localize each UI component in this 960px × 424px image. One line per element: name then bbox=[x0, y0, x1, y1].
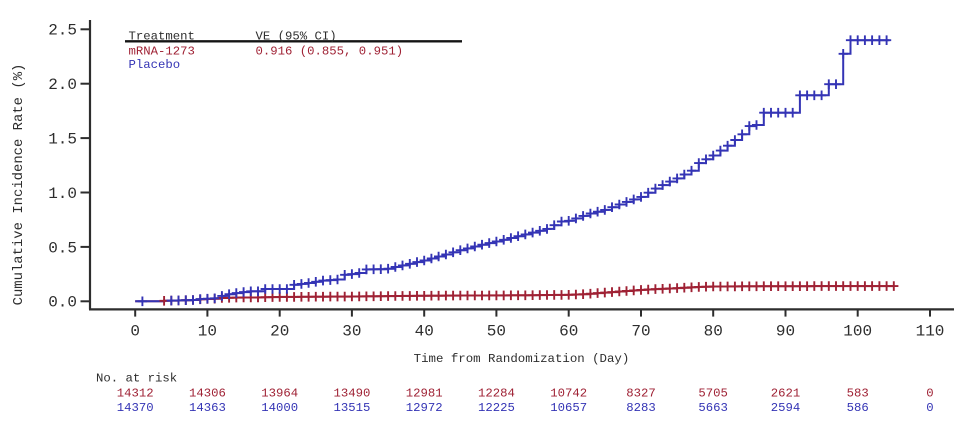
svg-text:2.5: 2.5 bbox=[48, 22, 77, 40]
svg-text:0.916 (0.855, 0.951): 0.916 (0.855, 0.951) bbox=[256, 44, 404, 58]
svg-text:1.0: 1.0 bbox=[48, 185, 77, 203]
svg-text:586: 586 bbox=[847, 401, 869, 415]
svg-text:12225: 12225 bbox=[478, 401, 515, 415]
svg-text:110: 110 bbox=[916, 322, 945, 340]
svg-text:40: 40 bbox=[415, 322, 434, 340]
svg-text:10657: 10657 bbox=[550, 401, 587, 415]
svg-text:8283: 8283 bbox=[626, 401, 656, 415]
svg-text:10: 10 bbox=[198, 322, 217, 340]
svg-text:70: 70 bbox=[631, 322, 650, 340]
svg-text:5663: 5663 bbox=[698, 401, 728, 415]
svg-text:50: 50 bbox=[487, 322, 506, 340]
svg-text:100: 100 bbox=[843, 322, 872, 340]
svg-text:14000: 14000 bbox=[261, 401, 298, 415]
svg-text:12972: 12972 bbox=[406, 401, 443, 415]
svg-text:10742: 10742 bbox=[550, 387, 587, 401]
svg-text:Time from Randomization (Day): Time from Randomization (Day) bbox=[414, 352, 630, 366]
svg-text:20: 20 bbox=[270, 322, 289, 340]
svg-text:14312: 14312 bbox=[117, 387, 154, 401]
svg-text:Cumulative Incidence Rate (%): Cumulative Incidence Rate (%) bbox=[11, 64, 27, 306]
svg-text:0: 0 bbox=[926, 401, 933, 415]
svg-text:0.0: 0.0 bbox=[48, 294, 77, 312]
svg-text:583: 583 bbox=[847, 387, 869, 401]
svg-text:8327: 8327 bbox=[626, 387, 656, 401]
svg-text:Treatment: Treatment bbox=[129, 29, 195, 43]
svg-text:12981: 12981 bbox=[406, 387, 443, 401]
svg-text:13515: 13515 bbox=[333, 401, 370, 415]
svg-text:1.5: 1.5 bbox=[48, 131, 77, 149]
svg-text:No. at risk: No. at risk bbox=[96, 372, 177, 386]
svg-text:5705: 5705 bbox=[698, 387, 728, 401]
svg-text:90: 90 bbox=[776, 322, 795, 340]
svg-text:0: 0 bbox=[926, 387, 933, 401]
svg-text:mRNA-1273: mRNA-1273 bbox=[129, 44, 195, 58]
svg-text:VE (95% CI): VE (95% CI) bbox=[256, 29, 337, 43]
svg-text:14370: 14370 bbox=[117, 401, 154, 415]
svg-text:13490: 13490 bbox=[333, 387, 370, 401]
svg-text:2.0: 2.0 bbox=[48, 76, 77, 94]
svg-text:14363: 14363 bbox=[189, 401, 226, 415]
svg-text:12284: 12284 bbox=[478, 387, 515, 401]
svg-text:0.5: 0.5 bbox=[48, 239, 77, 257]
svg-text:30: 30 bbox=[342, 322, 361, 340]
svg-text:2621: 2621 bbox=[771, 387, 801, 401]
svg-text:13964: 13964 bbox=[261, 387, 298, 401]
svg-text:80: 80 bbox=[704, 322, 723, 340]
svg-text:2594: 2594 bbox=[771, 401, 801, 415]
svg-text:60: 60 bbox=[559, 322, 578, 340]
svg-text:14306: 14306 bbox=[189, 387, 226, 401]
svg-text:Placebo: Placebo bbox=[129, 58, 181, 72]
svg-text:0: 0 bbox=[130, 322, 140, 340]
